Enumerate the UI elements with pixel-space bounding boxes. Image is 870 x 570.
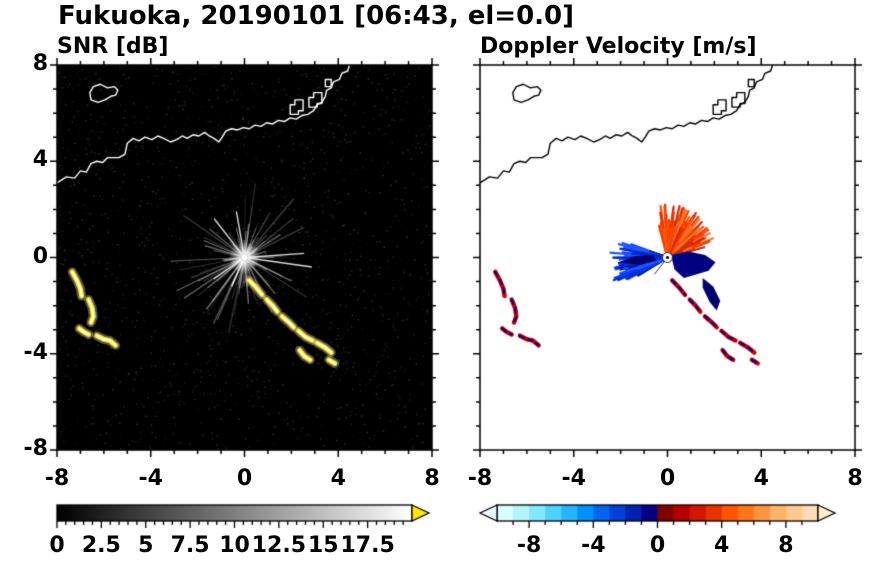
y-tick-label: -8	[23, 436, 48, 461]
snr-colorbar-label: 5	[138, 533, 154, 558]
snr-colorbar-label: 0	[49, 533, 65, 558]
snr-colorbar-label: 15	[307, 533, 339, 558]
x-tick-label-snr: 4	[330, 466, 346, 491]
doppler-panel-title: Doppler Velocity [m/s]	[480, 34, 757, 59]
snr-colorbar-label: 17.5	[340, 533, 395, 558]
doppler-colorbar-label: 4	[714, 533, 730, 558]
x-tick-label-snr: 8	[424, 466, 440, 491]
doppler-colorbar-label: -8	[516, 533, 542, 558]
y-tick-label: -4	[23, 339, 48, 365]
x-tick-label-doppler: 4	[753, 466, 769, 491]
x-tick-label-doppler: 8	[847, 466, 863, 491]
y-tick-label: 0	[32, 243, 48, 269]
snr-colorbar-label: 12.5	[251, 533, 307, 558]
y-tick-label: 8	[32, 51, 48, 76]
figure-title: Fukuoka, 20190101 [06:43, el=0.0]	[58, 1, 575, 31]
y-tick-label: 4	[32, 147, 48, 173]
x-tick-label-doppler: -4	[561, 466, 586, 491]
x-tick-label-doppler: 0	[659, 466, 676, 491]
doppler-colorbar-label: 0	[649, 533, 666, 558]
snr-colorbar-label: 2.5	[81, 533, 121, 558]
doppler-colorbar-label: 8	[778, 533, 794, 558]
x-tick-label-snr: -8	[44, 466, 70, 491]
snr-colorbar-label: 7.5	[170, 533, 210, 558]
snr-panel-title: SNR [dB]	[57, 34, 169, 59]
snr-colorbar-label: 10	[219, 533, 250, 558]
doppler-colorbar-label: -4	[581, 533, 606, 558]
x-tick-label-snr: 0	[236, 466, 253, 491]
x-tick-label-snr: -4	[138, 466, 163, 491]
x-tick-label-doppler: -8	[467, 466, 493, 491]
